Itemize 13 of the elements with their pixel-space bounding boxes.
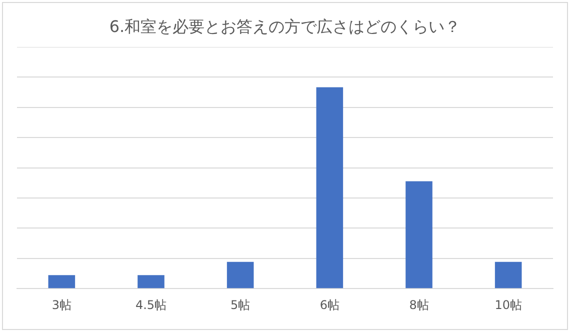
bar bbox=[226, 262, 254, 288]
bar bbox=[138, 275, 164, 288]
x-tick-label: 10帖 bbox=[494, 298, 522, 312]
chart-title: 6.和室を必要とお答えの方で広さはどのくらい？ bbox=[108, 17, 462, 38]
x-tick-label: 8帖 bbox=[409, 298, 429, 312]
x-tick-label: 3帖 bbox=[52, 298, 72, 312]
bar bbox=[316, 87, 344, 288]
bar bbox=[406, 181, 432, 288]
x-tick-label: 4.5帖 bbox=[135, 298, 167, 312]
x-tick-label: 5帖 bbox=[230, 298, 250, 312]
bar bbox=[48, 275, 76, 288]
x-tick-label: 6帖 bbox=[320, 298, 340, 312]
bar bbox=[494, 262, 522, 288]
